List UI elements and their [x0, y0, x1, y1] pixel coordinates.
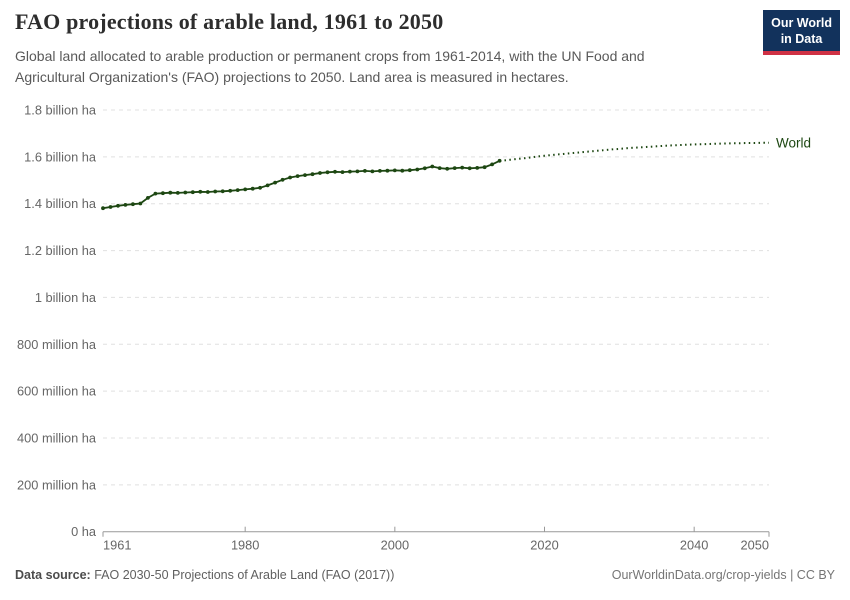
x-axis-tick-label: 1961 [103, 538, 131, 553]
data-point-marker [243, 187, 248, 192]
data-point-marker [220, 189, 225, 194]
y-axis-tick-label: 1 billion ha [35, 290, 97, 305]
data-point-marker [310, 172, 315, 177]
data-point-marker [355, 169, 360, 174]
data-source-text: FAO 2030-50 Projections of Arable Land (… [94, 568, 395, 582]
x-axis-tick-label: 2000 [381, 538, 409, 553]
page-title: FAO projections of arable land, 1961 to … [15, 9, 444, 34]
data-point-marker [333, 169, 337, 174]
footer-url-link[interactable]: OurWorldinData.org/crop-yields [611, 568, 787, 582]
data-point-marker [422, 166, 427, 171]
data-point-marker [437, 166, 442, 170]
data-point-marker [190, 190, 195, 195]
data-point-marker [153, 191, 158, 196]
y-axis-tick-label: 400 million ha [17, 430, 97, 445]
data-point-marker [250, 186, 255, 191]
data-point-marker [452, 166, 457, 170]
data-point-marker [108, 205, 113, 209]
data-source-label: Data source: [15, 568, 91, 582]
data-point-marker [280, 177, 285, 182]
data-point-marker [175, 191, 180, 195]
data-point-marker [235, 188, 240, 192]
data-point-marker [348, 169, 352, 174]
data-point-marker [415, 167, 420, 172]
y-axis-tick-label: 800 million ha [17, 337, 97, 352]
chart-subtitle: Global land allocated to arable producti… [15, 48, 645, 85]
logo-line-1: Our World [771, 16, 832, 30]
line-chart: 0 ha 200 million ha 400 million ha 600 mill… [17, 103, 811, 553]
y-axis-tick-label: 1.6 billion ha [24, 149, 97, 164]
data-point-marker [146, 196, 150, 200]
y-axis-tick-label: 1.8 billion ha [24, 103, 97, 118]
chart-footer: Data source: FAO 2030-50 Projections of … [15, 568, 835, 582]
data-point-marker [430, 164, 435, 169]
data-point-marker [138, 201, 143, 206]
data-point-marker [475, 166, 480, 170]
data-point-marker [482, 165, 487, 170]
data-point-marker [101, 206, 105, 211]
data-point-marker [258, 185, 262, 190]
data-point-marker [183, 190, 188, 195]
data-point-marker [303, 173, 307, 177]
x-axis-tick-label: 2040 [680, 538, 708, 553]
data-point-marker [378, 169, 382, 173]
data-point-marker [168, 190, 173, 195]
y-axis-tick-label: 200 million ha [17, 477, 97, 492]
data-point-marker [445, 166, 450, 171]
footer-license: CC BY [796, 568, 835, 582]
data-point-marker [288, 175, 292, 180]
data-point-marker [265, 183, 270, 188]
logo-line-2: in Data [780, 32, 823, 47]
series-end-label: World [776, 135, 811, 150]
data-point-marker [490, 162, 494, 167]
data-point-marker [363, 169, 367, 173]
data-point-marker [400, 168, 405, 173]
data-point-marker [340, 170, 345, 174]
projection-line [499, 141, 769, 162]
y-axis-tick-label: 0 ha [71, 524, 97, 539]
data-point-marker [123, 203, 128, 207]
y-axis-tick-label: 1.4 billion ha [24, 196, 97, 211]
data-point-marker [392, 168, 397, 173]
x-axis-tick-label: 1980 [231, 538, 259, 553]
data-point-marker [131, 202, 135, 207]
footer-separator: | [790, 568, 794, 582]
data-point-marker [467, 166, 472, 171]
data-point-marker [370, 169, 375, 174]
data-point-marker [198, 189, 203, 194]
x-axis-tick-label: 2050 [741, 538, 769, 553]
y-axis-tick-label: 1.2 billion ha [24, 243, 97, 258]
owid-logo[interactable]: Our World in Data [763, 10, 840, 55]
footer-attribution: OurWorldinData.org/crop-yields | CC BY [612, 568, 835, 582]
data-point-marker [205, 190, 210, 194]
y-axis-tick-label: 600 million ha [17, 384, 97, 399]
x-axis-tick-label: 2020 [530, 538, 558, 553]
data-point-marker [460, 165, 465, 170]
data-point-marker [116, 203, 120, 208]
data-point-marker [295, 174, 300, 178]
data-point-marker [385, 168, 390, 173]
data-point-marker [325, 170, 330, 175]
data-point-marker [213, 189, 218, 194]
data-point-marker [161, 191, 165, 196]
data-point-marker [407, 168, 412, 173]
data-point-marker [228, 188, 233, 193]
data-point-marker [273, 180, 277, 185]
data-point-marker [318, 171, 322, 175]
data-source: Data source: FAO 2030-50 Projections of … [15, 568, 394, 582]
